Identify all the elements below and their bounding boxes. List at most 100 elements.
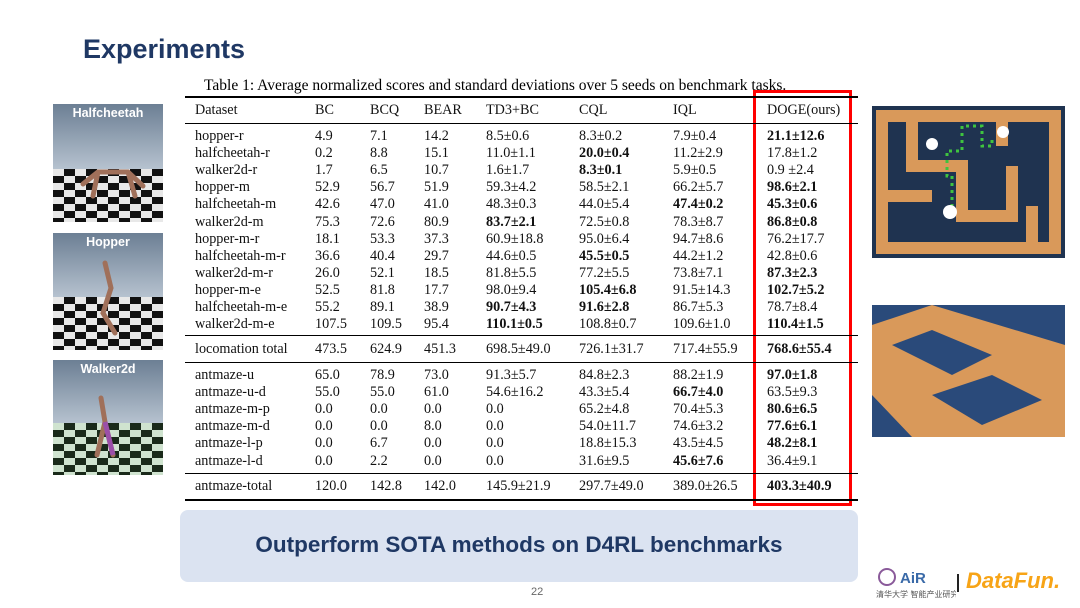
table-cell: 0.0	[486, 435, 504, 452]
table-cell: 84.8±2.3	[579, 367, 630, 383]
table-cell: 7.1	[370, 128, 388, 144]
table-cell: 45.3±0.6	[767, 196, 818, 213]
logo-divider	[957, 574, 959, 592]
table-cell: 73.0	[424, 367, 449, 383]
table-cell: 142.0	[424, 478, 456, 494]
table-cell: 109.5	[370, 316, 402, 333]
table-cell: 726.1±31.7	[579, 341, 644, 357]
row-label: halfcheetah-m	[195, 196, 277, 213]
table-cell: 78.9	[370, 367, 395, 383]
row-label: hopper-m	[195, 179, 250, 196]
table-cell: 8.8	[370, 145, 388, 162]
table-row: halfcheetah-m 42.6 47.0 41.0 48.3±0.3 44.0±5.…	[185, 196, 858, 213]
table-cell: 78.7±8.4	[767, 299, 818, 315]
table-cell: 7.9±0.4	[673, 128, 717, 144]
table-cell: 98.6±2.1	[767, 179, 818, 196]
row-label: walker2d-r	[195, 162, 258, 179]
table-cell: 56.7	[370, 179, 395, 196]
table-cell: 75.3	[315, 213, 340, 230]
table-cell: 624.9	[370, 341, 402, 357]
table-cell: 95.4	[424, 316, 449, 333]
group-rule	[185, 335, 858, 336]
table-cell: 66.7±4.0	[673, 384, 724, 401]
table-cell: 77.2±5.5	[579, 264, 630, 281]
table-cell: 18.1	[315, 230, 340, 247]
table-cell: 20.0±0.4	[579, 145, 630, 162]
table-cell: 8.3±0.1	[579, 162, 623, 179]
table-cell: 74.6±3.2	[673, 418, 724, 435]
table-cell: 47.4±0.2	[673, 196, 724, 213]
table-cell: 42.8±0.6	[767, 247, 818, 264]
table-cell: 11.2±2.9	[673, 145, 723, 162]
table-row: hopper-m-r 18.1 53.3 37.3 60.9±18.8 95.0±6.4 9…	[185, 231, 858, 248]
table-cell: BC	[315, 102, 334, 118]
table-cell: 81.8±5.5	[486, 264, 537, 281]
table-cell: 44.0±5.4	[579, 196, 630, 213]
table-cell: 10.7	[424, 162, 449, 179]
table-cell: 54.0±11.7	[579, 418, 636, 435]
table-cell: 59.3±4.2	[486, 179, 537, 196]
table-cell: 26.0	[315, 264, 340, 281]
table-cell: 63.5±9.3	[767, 384, 818, 401]
table-cell: 0.0	[370, 401, 388, 418]
table-cell: 65.0	[315, 367, 340, 383]
table-bottom-rule	[185, 499, 858, 501]
halfcheetah-robot-icon	[80, 169, 146, 199]
table-cell: 42.6	[315, 196, 340, 213]
table-cell: 72.5±0.8	[579, 213, 630, 230]
table-cell: 66.2±5.7	[673, 179, 724, 196]
table-cell: 14.2	[424, 128, 449, 144]
row-label: hopper-m-e	[195, 281, 261, 298]
table-cell: 95.0±6.4	[579, 230, 630, 247]
table-row: locomation total 473.5 624.9 451.3 698.5±49.…	[185, 341, 858, 358]
table-top-rule	[185, 96, 858, 98]
table-cell: 109.6±1.0	[673, 316, 731, 333]
table-cell: 0.0	[486, 452, 504, 469]
table-cell: 120.0	[315, 478, 347, 494]
table-cell: 0.9 ±2.4	[767, 162, 814, 179]
row-label: walker2d-m	[195, 213, 264, 230]
table-cell: 102.7±5.2	[767, 281, 825, 298]
summary-banner: Outperform SOTA methods on D4RL benchmar…	[180, 510, 858, 582]
table-cell: 76.2±17.7	[767, 230, 825, 247]
hopper-image: Hopper	[53, 233, 163, 350]
table-cell: 81.8	[370, 281, 395, 298]
table-cell: BCQ	[370, 102, 400, 118]
table-cell: 6.5	[370, 162, 388, 179]
table-cell: 86.7±5.3	[673, 299, 724, 315]
table-cell: 54.6±16.2	[486, 384, 544, 401]
table-row: walker2d-r 1.7 6.5 10.7 1.6±1.7 8.3±0.1 5.9±0.…	[185, 162, 858, 179]
table-cell: 0.0	[315, 435, 333, 452]
table-cell: 473.5	[315, 341, 347, 357]
table-cell: 18.5	[424, 264, 449, 281]
table-row: hopper-r 4.9 7.1 14.2 8.5±0.6 8.3±0.2 7.9±0.4 2…	[185, 128, 858, 145]
table-cell: 89.1	[370, 299, 395, 315]
table-cell: 110.1±0.5	[486, 316, 543, 333]
table-cell: 403.3±40.9	[767, 478, 832, 494]
table-cell: 1.7	[315, 162, 333, 179]
table-cell: 41.0	[424, 196, 449, 213]
table-cell: 8.5±0.6	[486, 128, 530, 144]
hopper-label: Hopper	[86, 235, 130, 249]
table-cell: 44.6±0.5	[486, 247, 537, 264]
row-label: locomation total	[195, 341, 288, 357]
walker2d-image: Walker2d	[53, 360, 163, 475]
table-cell: 45.6±7.6	[673, 452, 724, 469]
table-row: walker2d-m 75.3 72.6 80.9 83.7±2.1 72.5±0.8 78…	[185, 214, 858, 231]
table-cell: 110.4±1.5	[767, 316, 824, 333]
table-cell: 91.3±5.7	[486, 367, 537, 383]
table-cell: 36.4±9.1	[767, 452, 818, 469]
table-caption: Table 1: Average normalized scores and s…	[204, 77, 787, 94]
group-rule	[185, 473, 858, 474]
table-cell: 52.9	[315, 179, 340, 196]
row-label: antmaze-u	[195, 367, 255, 383]
table-cell: 17.7	[424, 281, 449, 298]
table-cell: 91.6±2.8	[579, 299, 630, 315]
row-label: walker2d-m-r	[195, 264, 273, 281]
table-cell: 43.3±5.4	[579, 384, 630, 401]
table-cell: 58.5±2.1	[579, 179, 630, 196]
maze-path-icon	[876, 110, 1061, 254]
table-cell: 5.9±0.5	[673, 162, 717, 179]
hopper-robot-icon	[100, 260, 118, 336]
